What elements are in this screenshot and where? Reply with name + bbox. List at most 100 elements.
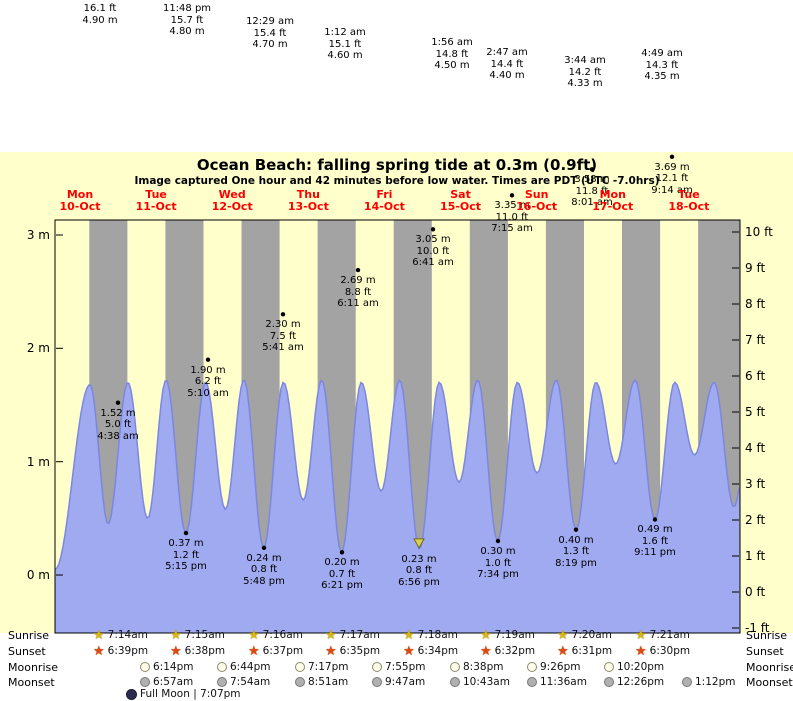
day-date: 17-Oct [592, 200, 634, 213]
low-tide-annotation-line: 0.37 m [168, 538, 204, 550]
low-tide-annotation: 0.49 m 1.6 ft 9:11 pm [634, 524, 676, 559]
sunset-entry: ★ 6:38pm [170, 645, 225, 658]
moonset-time: 7:54am [230, 676, 271, 688]
astro-row-label-right: Moonset [746, 676, 793, 689]
sunrise-entry: ★ 7:18am [403, 627, 458, 643]
moonrise-moon-icon [604, 662, 614, 672]
offscale-tide-annotation-line: 4.70 m [252, 39, 288, 50]
high-tide-annotation-line: 3.35 m [494, 200, 530, 212]
offscale-tide-annotation-line: 1:12 am [324, 27, 366, 38]
moonset-time: 1:12pm [695, 676, 736, 688]
moonrise-moon-icon [140, 662, 150, 672]
day-date: 10-Oct [59, 200, 101, 213]
moonset-moon-icon [450, 677, 460, 687]
moonrise-time: 7:17pm [308, 661, 349, 673]
moonset-time: 11:36am [540, 676, 587, 688]
offscale-tide-annotation-line: 14.4 ft [490, 58, 524, 70]
day-label: Sat 15-Oct [440, 189, 481, 213]
current-time-marker [413, 538, 425, 549]
low-tide-annotation-line: 0.24 m [246, 552, 282, 564]
low-tide-annotation-line: 5:15 pm [165, 561, 207, 573]
low-tide-annotation-line: 1.3 ft [562, 546, 590, 558]
sunrise-star-icon: ★ [170, 627, 182, 643]
high-tide-dot [205, 357, 211, 362]
low-tide-annotation: 0.30 m 1.0 ft 7:34 pm [477, 546, 519, 581]
sunrise-entry: ★ 7:19am [480, 629, 535, 642]
sunrise-time: 7:14am [107, 629, 148, 641]
sunset-entry: ★ 6:39pm [93, 645, 148, 658]
moonrise-time: 9:26pm [540, 661, 581, 673]
low-tide-annotation-line: 0.8 ft [405, 565, 433, 577]
low-tide-annotation-line: 7:34 pm [477, 569, 519, 580]
sunrise-time: 7:15am [184, 629, 225, 641]
offscale-tide-annotation-line: 15.4 ft [253, 27, 287, 39]
moonset-time: 6:57am [153, 676, 194, 688]
low-tide-dot [573, 527, 579, 532]
y-axis-right-label: 1 ft [745, 549, 766, 563]
astro-row-label-right: Sunrise [746, 629, 788, 642]
high-tide-annotation: 2.30 m 7.5 ft 5:41 am [262, 319, 304, 354]
sunrise-time: 7:18am [417, 629, 458, 641]
low-tide-annotation-line: 0.23 m [401, 553, 437, 565]
offscale-tide-annotation: 16.1 ft 4.90 m [82, 3, 117, 26]
day-date: 12-Oct [211, 200, 253, 213]
moonrise-time: 6:44pm [230, 661, 271, 673]
sunrise-star-icon: ★ [635, 627, 647, 643]
high-tide-annotation-line: 6:11 am [337, 298, 379, 310]
low-tide-annotation-line: 0.30 m [480, 546, 516, 557]
y-axis-right-label: 10 ft [745, 225, 773, 239]
sunset-time: 6:35pm [339, 645, 381, 657]
sunrise-time: 7:16am [262, 629, 303, 641]
day-label: Fri 14-Oct [364, 189, 405, 213]
high-tide-annotation-line: 5:10 am [187, 387, 229, 399]
astro-row-label-left: Moonset [8, 676, 55, 689]
sunrise-star-icon: ★ [403, 627, 415, 643]
astro-row-label-left: Sunset [8, 645, 46, 658]
low-tide-annotation-line: 5:48 pm [243, 575, 285, 587]
sunset-entry: ★ 6:34pm [403, 645, 459, 658]
day-name: Sat [450, 188, 471, 201]
low-tide-dot [183, 530, 189, 536]
low-tide-dot [261, 545, 267, 550]
low-tide-annotation: 0.37 m 1.2 ft 5:15 pm [165, 538, 207, 573]
day-name: Wed [218, 188, 246, 201]
high-tide-annotation-line: 2.30 m [265, 319, 301, 331]
moonset-entry: 1:12pm [682, 676, 735, 688]
high-tide-annotation-line: 7:15 am [491, 223, 533, 235]
moonset-moon-icon [372, 677, 382, 687]
low-tide-annotation-line: 0.49 m [637, 524, 673, 536]
day-date: 11-Oct [135, 200, 177, 213]
sunset-time: 6:34pm [417, 645, 459, 657]
astro-row-label-right: Sunset [746, 645, 784, 658]
day-label: Wed 12-Oct [212, 189, 253, 213]
moonset-time: 9:47am [385, 676, 426, 688]
sunrise-star-icon: ★ [325, 627, 337, 643]
sunset-entry: ★ 6:32pm [480, 645, 535, 658]
offscale-tide-annotation: 1:12 am 15.1 ft 4.60 m [324, 27, 366, 62]
offscale-tide-annotation-line: 4.90 m [82, 14, 118, 26]
offscale-tide-annotation-line: 15.1 ft [328, 38, 362, 50]
full-moon-entry: Full Moon | 7:07pm [126, 688, 241, 700]
sunrise-entry: ★ 7:15am [170, 627, 225, 643]
high-tide-annotation-line: 3.05 m [415, 234, 451, 246]
high-tide-annotation-line: 11.0 ft [495, 211, 529, 223]
moonrise-entry: 6:44pm [217, 661, 270, 673]
day-label: Mon 10-Oct [59, 189, 100, 213]
tide-curve [54, 378, 740, 570]
high-tide-annotation-line: 6:41 am [412, 257, 454, 269]
high-tide-dot [669, 154, 675, 159]
sunrise-entry: ★ 7:17am [325, 627, 380, 643]
offscale-tide-annotation-line: 4.33 m [567, 78, 603, 89]
offscale-tide-annotation-line: 4.50 m [434, 60, 470, 71]
sunrise-time: 7:17am [339, 629, 380, 641]
sunrise-star-icon: ★ [93, 627, 105, 643]
offscale-tide-annotation: 4:49 am 14.3 ft 4.35 m [641, 48, 683, 83]
astro-row-label-left: Moonrise [8, 661, 58, 674]
offscale-tide-annotation-line: 1:56 am [431, 37, 473, 48]
y-axis-left-label: 0 m [26, 568, 50, 582]
moonrise-moon-icon [372, 662, 382, 672]
sunset-entry: ★ 6:37pm [248, 645, 303, 658]
high-tide-annotation: 3.05 m 10.0 ft 6:41 am [412, 234, 454, 269]
